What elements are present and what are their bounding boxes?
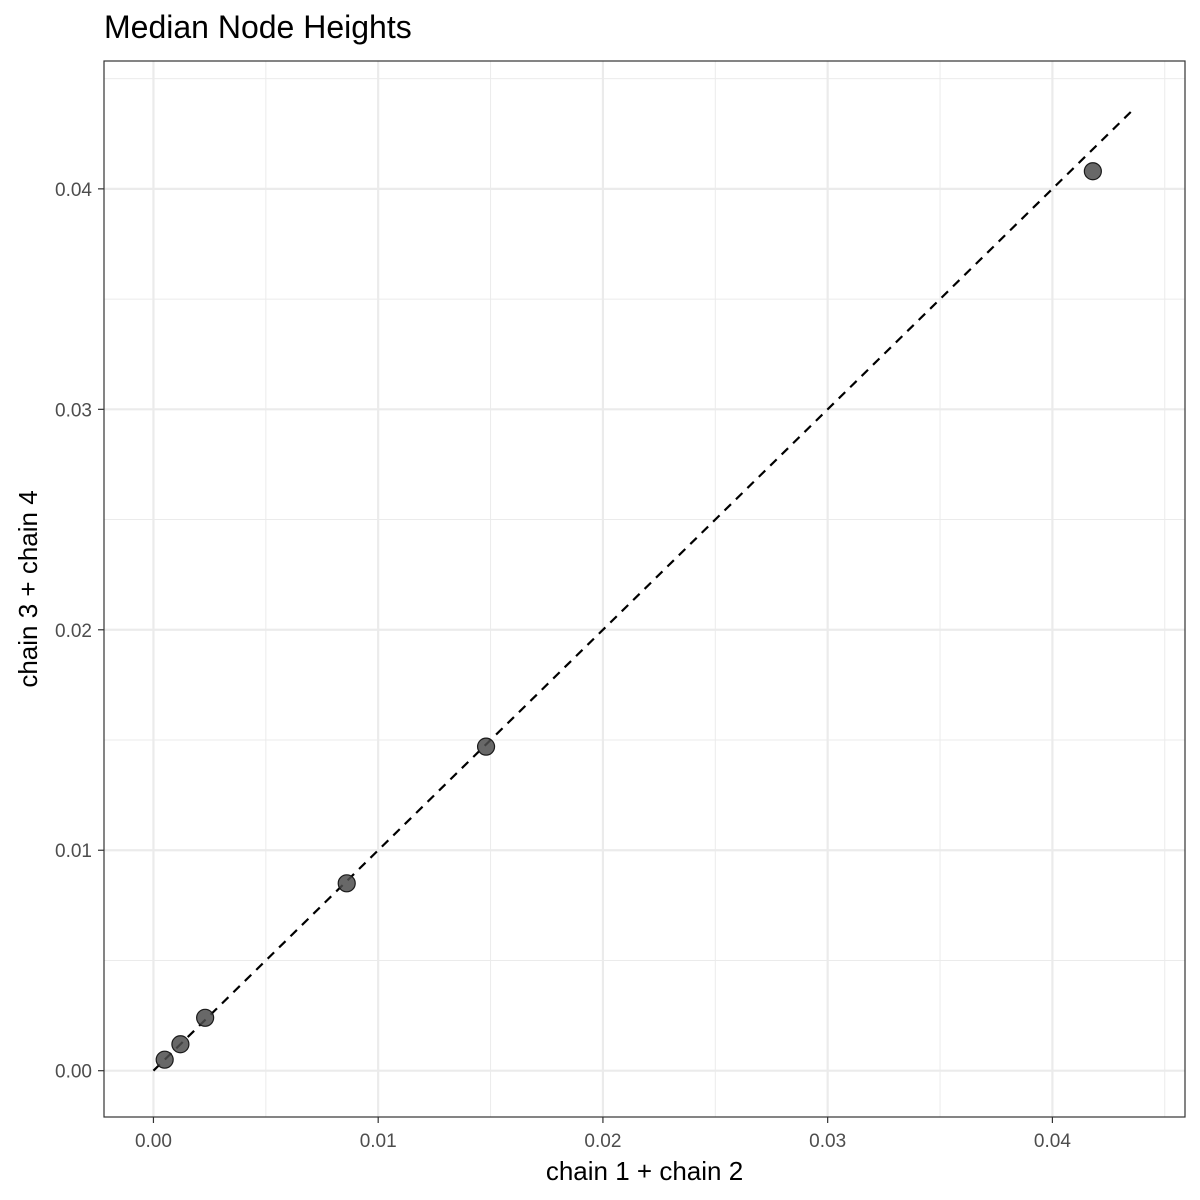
data-point [476,737,496,756]
y-tick-label: 0.00 [55,1062,92,1083]
y-tick-label: 0.03 [55,400,92,421]
y-tick-label: 0.01 [55,841,92,862]
data-point [337,874,356,893]
x-tick-label: 0.01 [360,1131,397,1152]
y-axis-ticks: 0.00 0.01 0.02 0.03 0.04 [55,180,104,1083]
y-tick-label: 0.04 [55,180,92,201]
panel-border [103,60,1186,1118]
chart-title: Median Node Heights [104,9,412,45]
data-points [155,162,1102,1069]
data-point [155,1050,174,1069]
data-point [1083,162,1102,181]
x-axis-title: chain 1 + chain 2 [546,1156,743,1186]
grid-lines [104,61,1185,1117]
data-point [171,1035,190,1054]
reference-line [152,108,1135,1072]
x-axis-ticks: 0.00 0.01 0.02 0.03 0.04 [135,1117,1071,1152]
x-tick-label: 0.02 [584,1131,621,1152]
data-point [196,1008,215,1027]
y-axis-title: chain 3 + chain 4 [13,490,43,687]
x-tick-label: 0.00 [135,1131,172,1152]
x-tick-label: 0.03 [809,1131,846,1152]
x-tick-label: 0.04 [1034,1131,1071,1152]
reference-line-layer [152,108,1135,1072]
y-tick-label: 0.02 [55,621,92,642]
